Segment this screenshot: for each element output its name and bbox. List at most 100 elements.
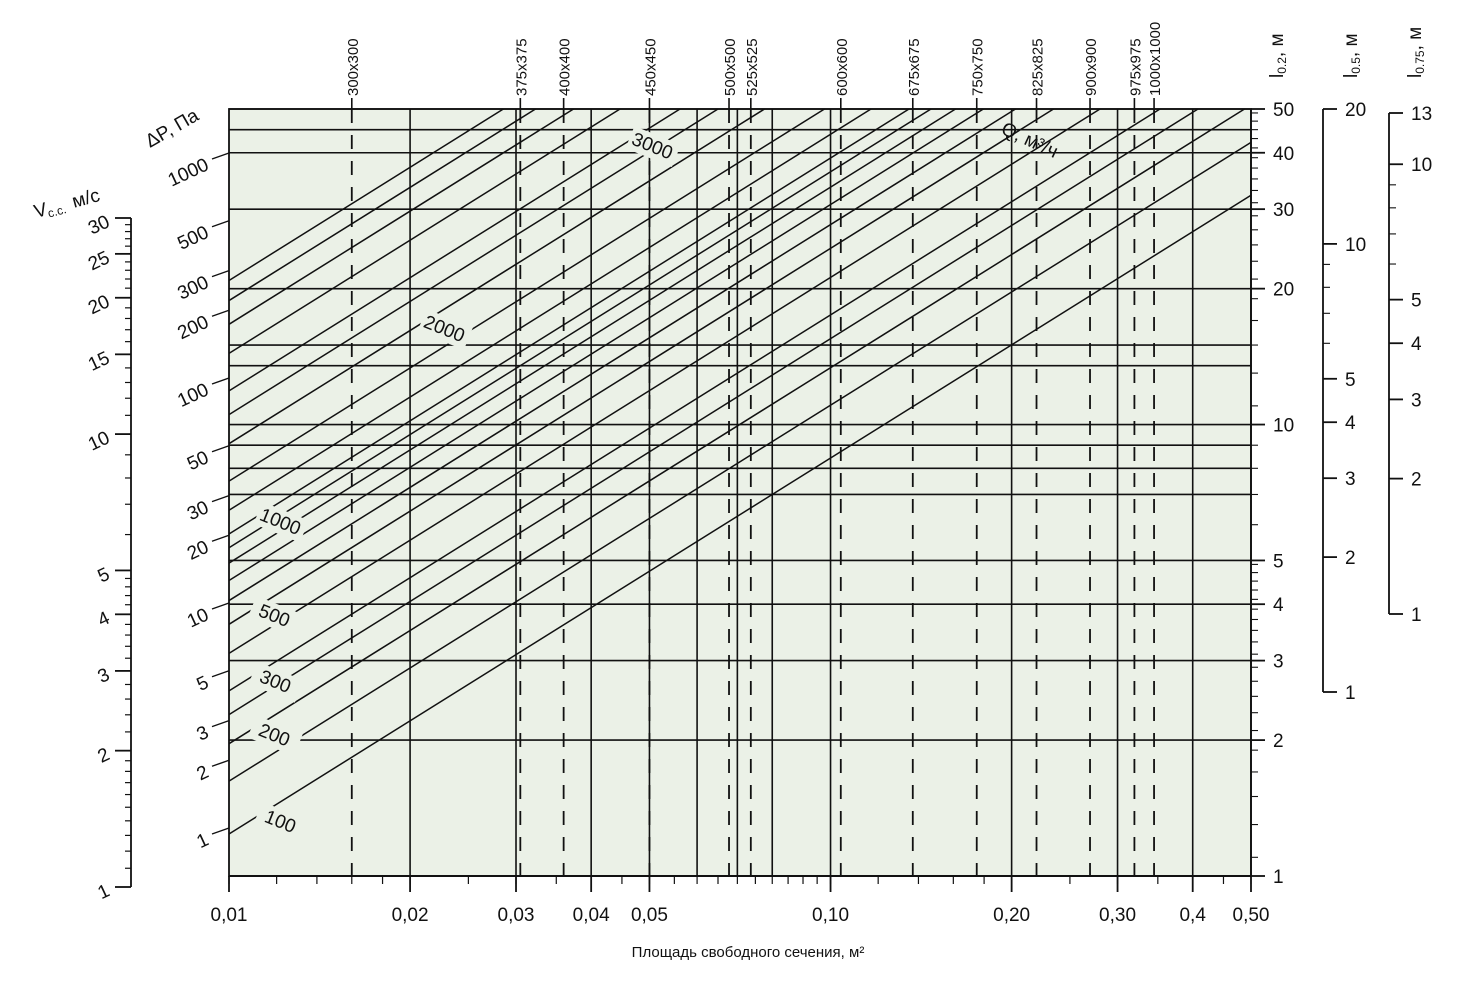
grille-size-label: 750x750: [970, 38, 987, 96]
throw-axis-tick-label: 2: [1411, 470, 1422, 491]
airflow-label-bg: [247, 595, 303, 637]
pressure-tick-label: 300: [175, 272, 213, 304]
pressure-tick-leader: [211, 377, 230, 385]
velocity-axis-tick-label: 25: [85, 247, 113, 275]
airflow-line: [228, 108, 574, 325]
grille-size-label: 450x450: [642, 38, 659, 96]
grille-size-label: 900x900: [1083, 38, 1100, 96]
velocity-axis-tick-label: 20: [85, 291, 113, 319]
throw-axis-tick-label: 40: [1273, 144, 1294, 165]
airflow-line: [228, 108, 1245, 745]
velocity-axis-subscript: с.с.: [46, 202, 68, 220]
pressure-tick-label: 10: [184, 604, 212, 632]
throw-axis-tick-label: 5: [1411, 291, 1422, 312]
airflow-label-bg: [625, 126, 681, 168]
pressure-tick-label: 20: [184, 537, 212, 565]
throw-axis-2-subscript: 0.5: [1349, 57, 1363, 74]
airflow-line: [228, 141, 1252, 782]
throw-axis-tick-label: 20: [1345, 100, 1366, 121]
airflow-line: [228, 108, 932, 549]
pressure-tick-label: 1000: [165, 154, 212, 191]
grille-size-label: 500x500: [722, 38, 739, 96]
grille-size-label: 675x675: [906, 38, 923, 96]
x-axis-tick-label: 0,04: [573, 905, 610, 926]
throw-axis-3-unit: , м: [1405, 27, 1426, 51]
throw-axis-3-title: l0.75, м: [1405, 27, 1427, 78]
throw-axis-1-letter: l: [1267, 74, 1288, 78]
x-axis-tick-label: 0,05: [631, 905, 668, 926]
airflow-label-bg: [253, 801, 309, 843]
x-axis: 0,01 0,02 0,03 0,04 0,05 0,10 0,20 0,30 0,4 0,50: [211, 875, 1270, 926]
pressure-tick-label: 2: [194, 762, 212, 786]
throw-axis-tick-label: 10: [1273, 416, 1294, 437]
throw-axis-tick-label: 10: [1411, 155, 1432, 176]
velocity-axis-tick-label: 30: [85, 211, 113, 239]
pressure-tick-label: 50: [184, 447, 212, 475]
velocity-axis-unit: м/с: [70, 185, 102, 212]
airflow-line: [228, 108, 910, 535]
pressure-tick-label: 3: [194, 722, 212, 746]
pressure-tick-label: 1: [194, 829, 212, 853]
grille-size-label: 1000x1000: [1147, 22, 1164, 96]
airflow-lines: 1002003005001000200030005000: [228, 108, 1252, 843]
pressure-tick-leader: [211, 309, 230, 317]
velocity-axis-tick-label: 2: [95, 744, 113, 768]
velocity-axis-tick-label: 4: [95, 608, 114, 632]
throw-axis-2-letter: l: [1341, 74, 1362, 78]
throw-axis-3-subscript: 0.75: [1413, 50, 1427, 74]
airflow-line: [228, 194, 1252, 835]
throw-axis-tick-label: 3: [1411, 390, 1422, 411]
horizontal-grid: [229, 108, 1251, 741]
velocity-axis-tick-label: 5: [95, 564, 113, 588]
pressure-tick-label: 100: [175, 379, 213, 411]
x-axis-tick-label: 0,50: [1233, 905, 1270, 926]
pressure-tick-leader: [211, 602, 230, 610]
throw-axis-tick-label: 2: [1345, 548, 1356, 569]
throw-axis-tick-label: 5: [1345, 370, 1356, 391]
pressure-tick-leader: [211, 719, 230, 728]
grille-size-label: 525x525: [744, 38, 761, 96]
throw-axis-tick-label: 4: [1273, 595, 1284, 616]
airflow-line: [228, 108, 825, 482]
throw-axis-tick-label: 5: [1273, 551, 1284, 572]
airflow-line: [228, 108, 1199, 716]
velocity-axis-tick-label: 15: [85, 348, 113, 376]
throw-axis-2-title: l0.5, м: [1341, 33, 1363, 78]
airflow-line: [228, 108, 872, 511]
airflow-line: [228, 108, 1101, 655]
pressure-tick-leader: [211, 220, 230, 228]
grille-size-label: 825x825: [1030, 38, 1047, 96]
velocity-axis-tick-label: 3: [95, 664, 113, 688]
throw-axis-tick-label: 4: [1411, 334, 1422, 355]
pressure-tick-leader: [211, 534, 230, 542]
pressure-tick-leader: [211, 269, 230, 278]
throw-axis-1-subscript: 0.2: [1275, 57, 1289, 74]
grille-size-label: 600x600: [834, 38, 851, 96]
pressure-axis: 1 2 3 5 10 20 30 50 100 200 300 500 1000: [165, 152, 230, 853]
throw-axis-tick-label: 13: [1411, 104, 1432, 125]
throw-axis-tick-label: 3: [1345, 469, 1356, 490]
throw-axis-1-unit: , м: [1267, 33, 1288, 57]
airflow-line: [228, 108, 984, 582]
airflow-line: [228, 108, 1161, 692]
pressure-tick-label: 5: [194, 672, 212, 696]
x-axis-tick-label: 0,10: [812, 905, 849, 926]
throw-axis-tick-label: 2: [1273, 731, 1284, 752]
throw-axis-tick-label: 1: [1411, 605, 1422, 626]
velocity-axis: 1 2 3 4 5 10 15 20 25 30: [85, 211, 132, 904]
grille-size-label: 975x975: [1127, 38, 1144, 96]
grille-size-label: 375x375: [513, 38, 530, 96]
pressure-tick-leader: [211, 827, 230, 835]
x-axis-tick-label: 0,20: [993, 905, 1030, 926]
velocity-axis-letter: V: [32, 199, 50, 223]
airflow-label-bg: [248, 661, 304, 703]
pressure-tick-label: 30: [184, 497, 212, 525]
airflow-line: [228, 108, 719, 416]
airflow-line: [228, 108, 681, 392]
grille-size-label: 300x300: [345, 38, 362, 96]
pressure-tick-leader: [211, 494, 230, 503]
pressure-tick-label: 200: [175, 312, 213, 344]
pressure-axis-title: ΔP, Па: [142, 105, 203, 152]
pressure-tick-leader: [211, 670, 230, 678]
